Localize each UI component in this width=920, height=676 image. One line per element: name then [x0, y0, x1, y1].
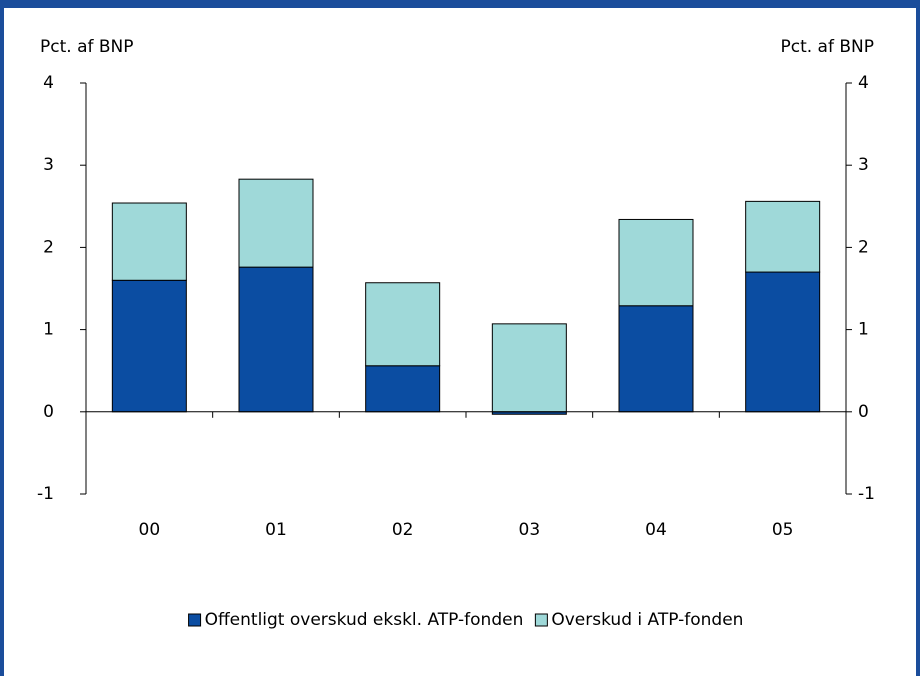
- y-axis-label: Pct. af BNP: [40, 37, 134, 57]
- x-tick-label: 02: [392, 520, 414, 540]
- y2-tick-label: 3: [858, 155, 869, 175]
- legend-label: Overskud i ATP-fonden: [551, 610, 743, 630]
- y-tick-label: 4: [43, 73, 54, 93]
- y2-tick-label: 1: [858, 320, 869, 340]
- y2-tick-label: 4: [858, 73, 869, 93]
- y2-tick-label: 0: [858, 402, 869, 422]
- y-tick-label: 1: [43, 320, 54, 340]
- y2-tick-label: 2: [858, 237, 869, 257]
- legend-swatch: [534, 613, 548, 627]
- bar: [491, 323, 567, 413]
- bar: [745, 200, 821, 273]
- y2-tick-label: -1: [858, 484, 875, 504]
- bar: [365, 365, 441, 413]
- frame-left: [0, 0, 4, 676]
- x-tick-label: 00: [139, 520, 161, 540]
- y-tick-label: 2: [43, 237, 54, 257]
- legend-label: Offentligt overskud ekskl. ATP-fonden: [205, 610, 524, 630]
- bar: [618, 218, 694, 307]
- x-tick-label: 01: [265, 520, 287, 540]
- bar: [618, 305, 694, 413]
- frame-top: [0, 0, 920, 8]
- x-tick-label: 05: [772, 520, 794, 540]
- y2-axis-label: Pct. af BNP: [780, 37, 874, 57]
- bar: [365, 282, 441, 367]
- bar: [111, 279, 187, 413]
- y-tick-label: -1: [37, 484, 54, 504]
- y-tick-label: 0: [43, 402, 54, 422]
- bar: [745, 271, 821, 413]
- legend: Offentligt overskud ekskl. ATP-fonden Ove…: [188, 610, 743, 630]
- x-tick-label: 03: [519, 520, 541, 540]
- legend-swatch: [188, 613, 202, 627]
- y-tick-label: 3: [43, 155, 54, 175]
- frame-right: [916, 0, 920, 676]
- bar: [238, 178, 314, 268]
- bar: [238, 266, 314, 413]
- x-tick-label: 04: [645, 520, 667, 540]
- bar: [111, 202, 187, 281]
